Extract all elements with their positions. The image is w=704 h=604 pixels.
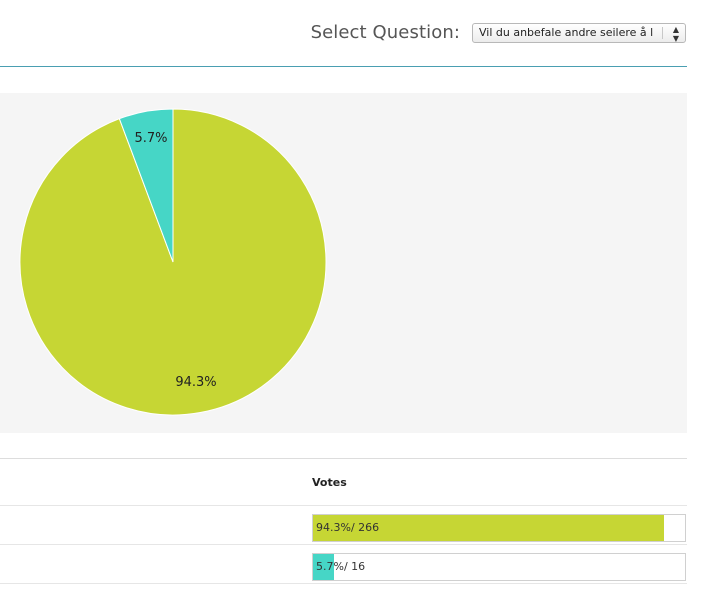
select-updown-icon: ▲ ▼ <box>672 24 679 43</box>
results-table: Votes 94.3%/ 266 5.7%/ 16 <box>0 458 687 584</box>
vote-percent: 5.7% <box>316 560 344 573</box>
result-row: 94.3%/ 266 <box>0 505 687 544</box>
vote-percent: 94.3% <box>316 521 351 534</box>
vote-bar-fill <box>313 554 335 580</box>
vote-bar-track: 5.7%/ 16 <box>312 553 686 581</box>
vote-bar-track: 94.3%/ 266 <box>312 514 686 542</box>
vote-count: / 16 <box>343 560 366 573</box>
votes-column-heading: Votes <box>312 476 347 489</box>
select-question-label: Select Question: <box>310 22 460 43</box>
question-select[interactable]: Vil du anbefale andre seilere å l ▲ ▼ <box>472 22 686 43</box>
vote-bar-fill <box>313 515 664 541</box>
select-divider <box>662 26 663 39</box>
vote-count: / 266 <box>350 521 380 534</box>
pie-slice-label: 94.3% <box>175 375 216 390</box>
question-select-value: Vil du anbefale andre seilere å l <box>479 25 654 39</box>
result-row: 5.7%/ 16 <box>0 544 687 584</box>
vote-bar-label: 5.7%/ 16 <box>316 554 365 580</box>
question-selector-row: Select Question: Vil du anbefale andre s… <box>311 22 686 43</box>
results-header-row: Votes <box>0 458 687 505</box>
pie-chart-panel: 94.3% 5.7% <box>0 93 687 433</box>
header-divider <box>0 66 687 67</box>
pie-chart: 94.3% 5.7% <box>19 108 327 416</box>
pie-slice-label: 5.7% <box>134 131 167 146</box>
pie-slice <box>118 108 174 263</box>
vote-bar-label: 94.3%/ 266 <box>316 515 379 541</box>
